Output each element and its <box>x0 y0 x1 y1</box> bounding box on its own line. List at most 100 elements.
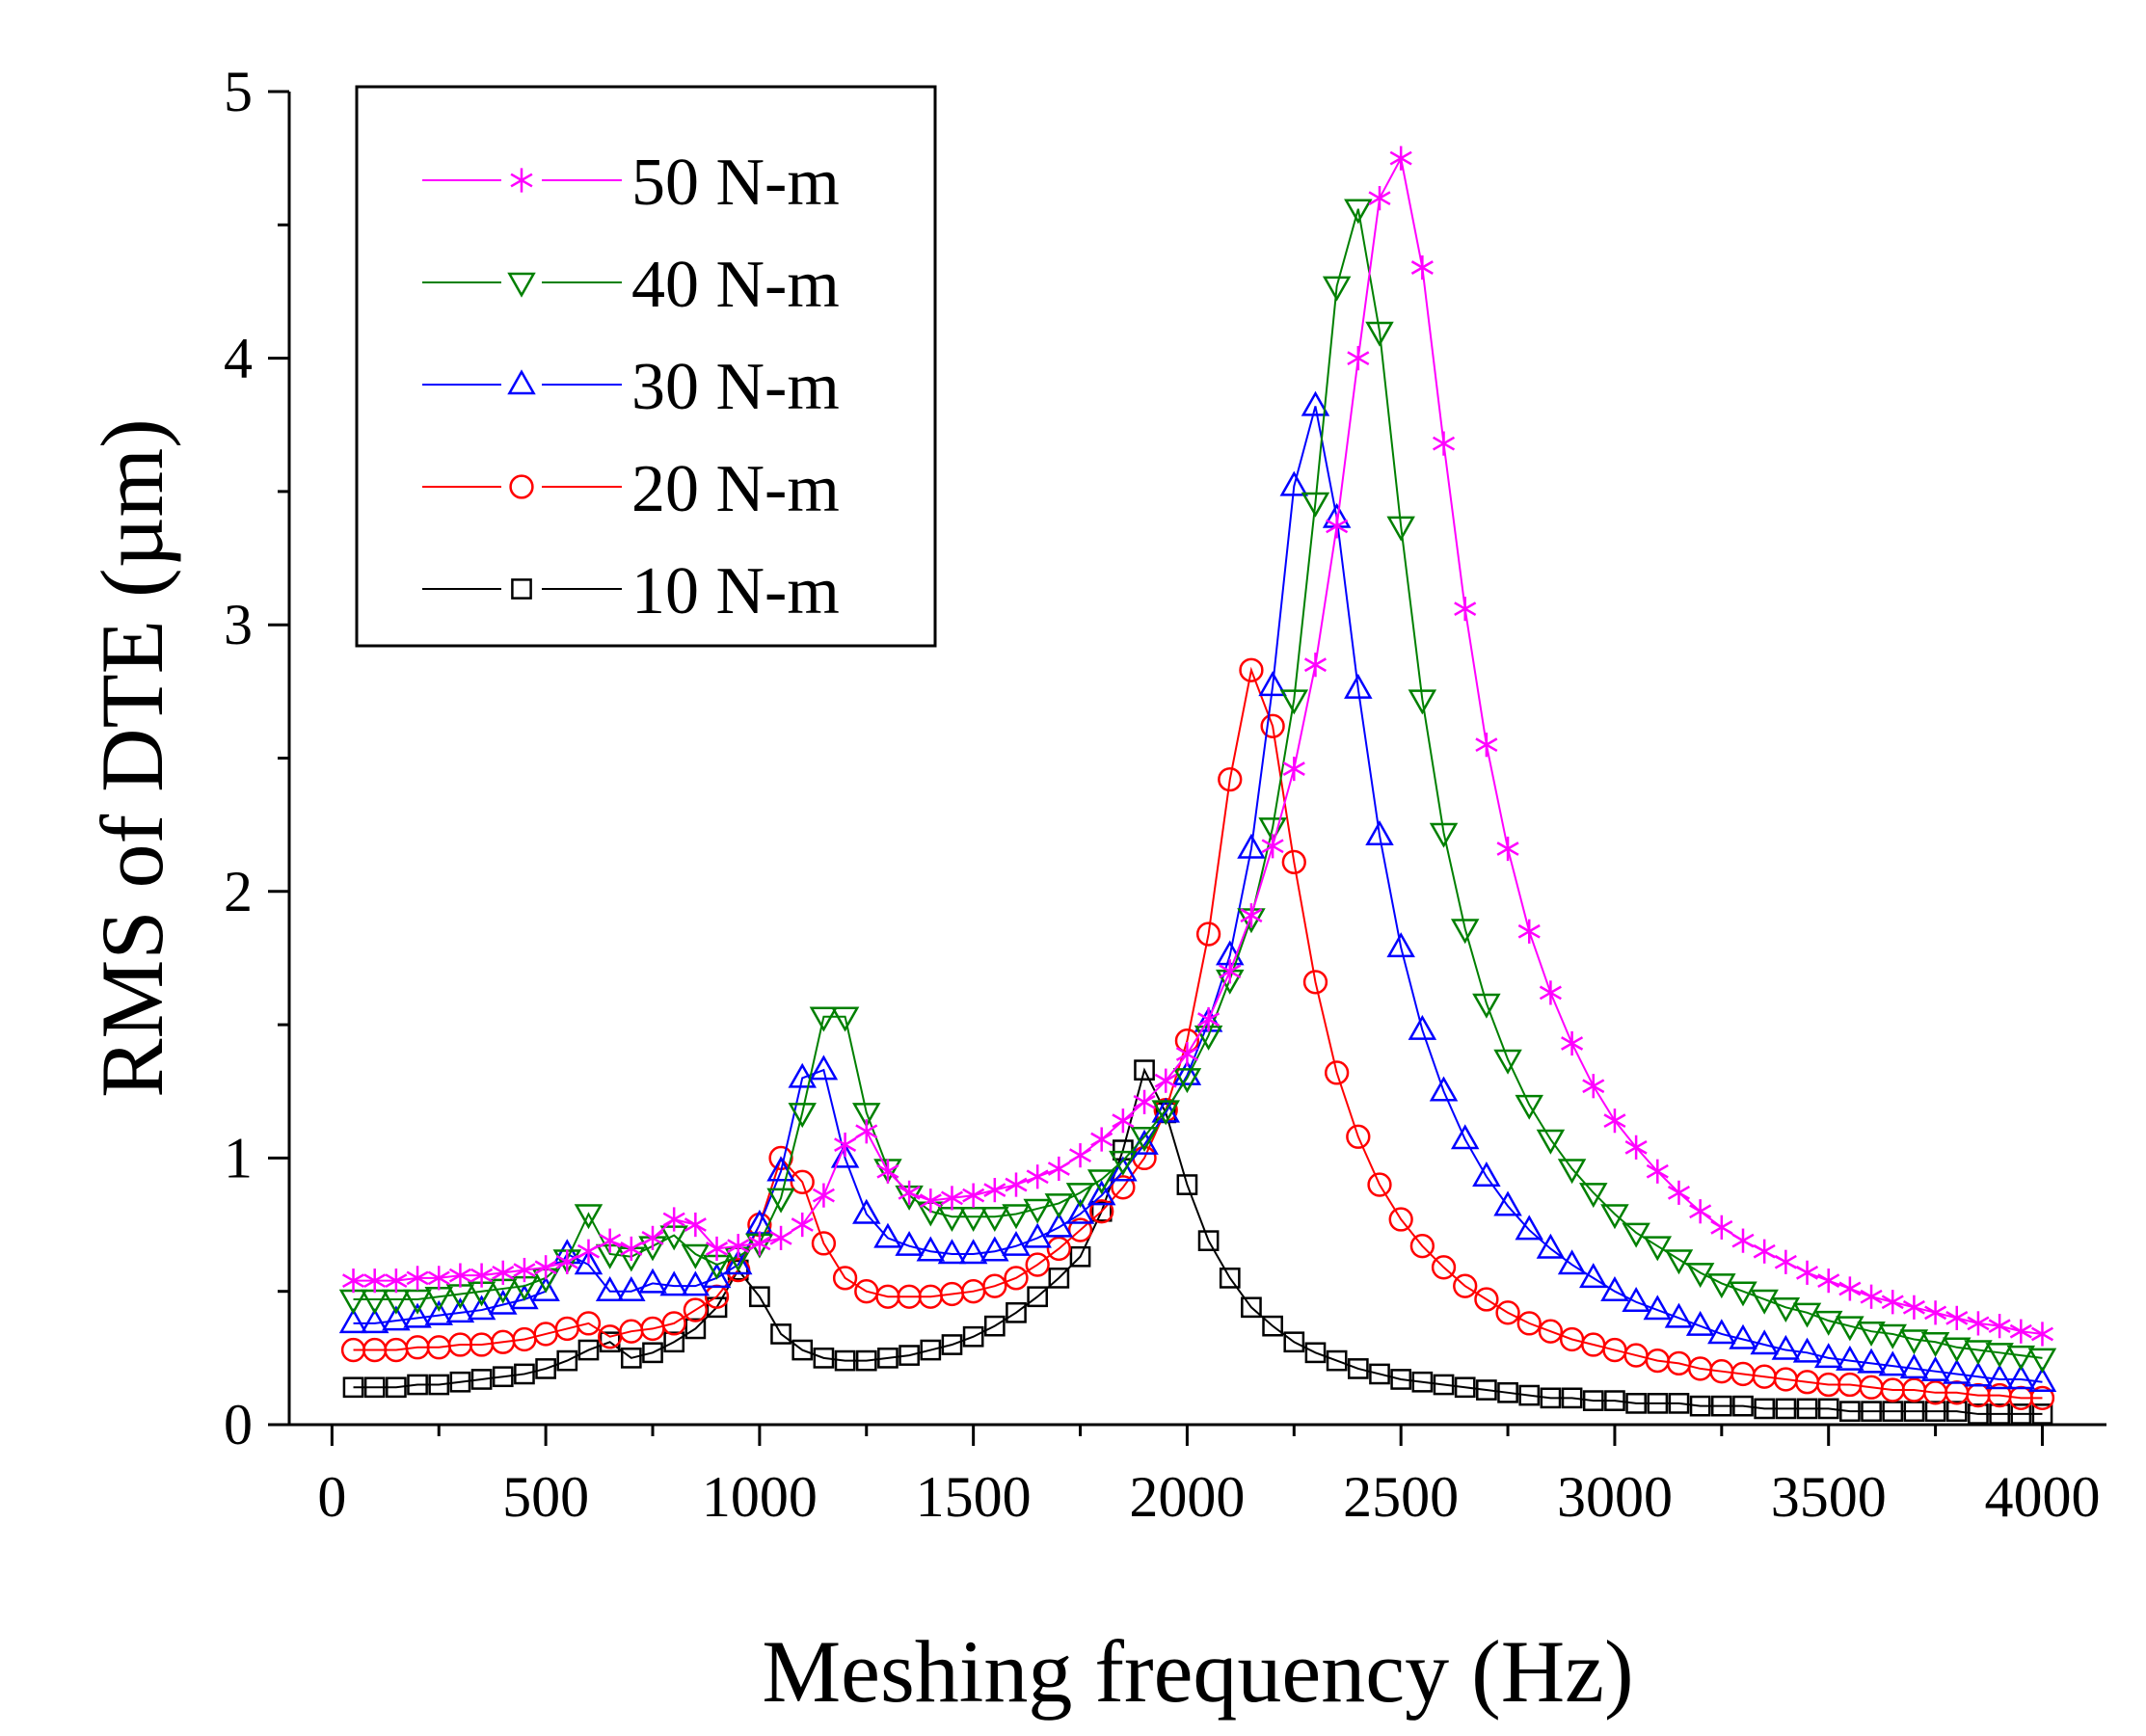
series-line <box>353 1067 2043 1415</box>
data-point <box>1861 1401 1882 1423</box>
data-point <box>1985 1343 2014 1369</box>
data-point <box>1240 903 1263 928</box>
data-point <box>403 1302 432 1328</box>
data-point <box>1027 1286 1049 1308</box>
data-point <box>1450 919 1480 945</box>
data-point <box>1386 516 1415 542</box>
y-tick-label: 4 <box>224 327 253 390</box>
data-point <box>1133 1089 1156 1114</box>
legend-marker <box>509 474 534 499</box>
data-point <box>1710 1395 1732 1417</box>
x-tick-label: 1000 <box>702 1465 818 1529</box>
x-tick-label: 1500 <box>916 1465 1032 1529</box>
data-point <box>1600 1204 1629 1230</box>
data-point <box>1775 1398 1797 1420</box>
data-point <box>1493 1049 1522 1075</box>
data-point <box>1496 836 1519 862</box>
data-point <box>791 1212 814 1238</box>
data-point <box>983 1177 1006 1203</box>
data-point <box>962 1183 985 1208</box>
legend-item: 30 N-m <box>422 350 840 424</box>
data-point <box>1004 1266 1029 1291</box>
data-point <box>1347 1358 1369 1379</box>
series-0 <box>341 146 2054 1347</box>
data-point <box>919 1188 942 1214</box>
data-point <box>556 1349 578 1372</box>
data-point <box>1729 1281 1757 1307</box>
data-point <box>1796 1398 1818 1420</box>
data-point <box>1346 1124 1371 1149</box>
data-point <box>1262 1315 1283 1337</box>
data-point <box>467 1295 496 1321</box>
data-point <box>2027 1348 2057 1374</box>
data-point <box>1025 1252 1050 1277</box>
data-point <box>2027 1367 2057 1392</box>
data-point <box>577 1239 601 1264</box>
data-point <box>574 1204 604 1230</box>
data-point <box>1515 1215 1543 1241</box>
data-point <box>1432 431 1456 456</box>
data-point <box>916 1236 946 1262</box>
data-point <box>1474 1287 1499 1312</box>
data-point <box>899 1345 920 1366</box>
data-point <box>1086 1180 1116 1206</box>
data-point <box>684 1318 707 1340</box>
data-point <box>1964 1340 1993 1366</box>
data-point <box>723 1249 753 1275</box>
data-point <box>576 1311 602 1336</box>
data-point <box>620 1236 643 1262</box>
data-point <box>1279 470 1309 496</box>
data-point <box>1005 1172 1028 1197</box>
data-point <box>1579 1183 1608 1209</box>
data-point <box>1600 1275 1629 1301</box>
data-point <box>534 1255 557 1280</box>
data-point <box>535 1358 556 1379</box>
data-point <box>599 1228 622 1253</box>
data-point <box>555 1249 578 1274</box>
y-tick-label: 5 <box>224 60 253 123</box>
data-point <box>1111 1175 1136 1200</box>
data-point <box>1518 1384 1541 1406</box>
data-point <box>659 1270 688 1296</box>
data-point <box>1219 959 1242 984</box>
data-point <box>681 1270 711 1296</box>
data-point <box>980 1207 1009 1232</box>
data-point <box>830 1006 860 1032</box>
data-point <box>813 1348 835 1369</box>
data-point <box>1836 1345 1864 1371</box>
data-point <box>1689 1395 1711 1417</box>
legend-marker <box>507 272 536 298</box>
data-point <box>1557 1159 1587 1185</box>
legend: 50 N-m 40 N-m 30 N-m 20 N-m 10 N-m <box>355 85 937 648</box>
data-point <box>1622 1222 1650 1248</box>
data-point <box>770 1323 791 1345</box>
data-point <box>1453 1273 1478 1298</box>
data-point <box>1281 849 1306 875</box>
data-point <box>1540 1387 1562 1409</box>
data-point <box>1429 1076 1459 1102</box>
data-point <box>982 1273 1007 1298</box>
data-point <box>1258 817 1287 843</box>
data-point <box>1920 1355 1950 1381</box>
data-point <box>1241 1296 1262 1319</box>
data-point <box>577 1339 600 1361</box>
data-point <box>1582 1390 1604 1411</box>
data-point <box>1964 1361 1993 1387</box>
y-tick-label: 2 <box>224 860 253 923</box>
data-point <box>1472 993 1501 1019</box>
data-point <box>877 1348 899 1369</box>
data-point <box>855 1119 878 1144</box>
data-point <box>1943 1337 1972 1363</box>
data-point <box>424 1299 453 1325</box>
data-point <box>1431 1255 1457 1280</box>
data-point <box>1304 1342 1327 1364</box>
data-point <box>766 1188 795 1214</box>
series-line <box>353 666 2043 1400</box>
data-point <box>1068 1143 1092 1168</box>
series-line <box>353 208 2043 1359</box>
data-point <box>470 1369 493 1390</box>
data-point <box>852 1103 881 1129</box>
data-point <box>449 1371 471 1393</box>
data-point <box>791 1339 814 1361</box>
data-point <box>1945 1305 1969 1330</box>
